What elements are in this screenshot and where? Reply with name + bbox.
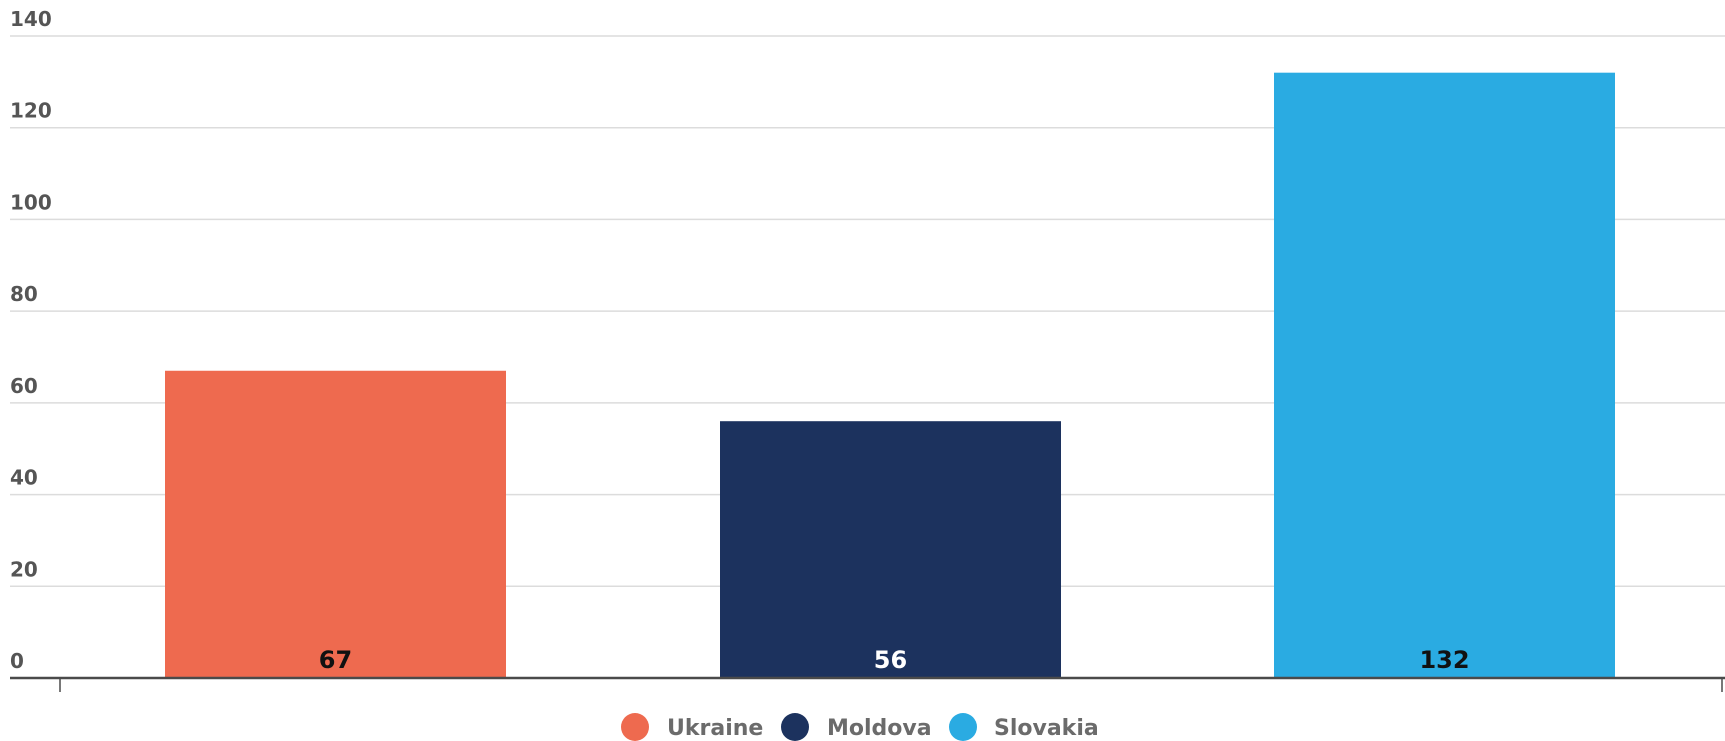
bars <box>165 72 1615 678</box>
y-tick-label: 60 <box>10 374 38 398</box>
y-tick-label: 0 <box>10 649 24 673</box>
y-tick-label: 80 <box>10 282 38 306</box>
bar-ukraine <box>165 370 506 678</box>
bar-slovakia <box>1274 72 1615 678</box>
legend-label: Moldova <box>827 716 932 741</box>
legend-item-moldova[interactable]: Moldova <box>781 713 932 741</box>
bar-moldova <box>720 421 1061 678</box>
data-label-slovakia: 132 <box>1419 646 1469 674</box>
data-label-moldova: 56 <box>874 646 907 674</box>
y-tick-label: 120 <box>10 99 52 123</box>
y-tick-label: 100 <box>10 190 52 214</box>
y-axis-tick-labels: 0 20 40 60 80 100 120 140 <box>10 7 52 673</box>
y-tick-label: 20 <box>10 557 38 581</box>
legend-label: Slovakia <box>994 716 1099 741</box>
legend-swatch <box>949 713 977 741</box>
legend-item-ukraine[interactable]: Ukraine <box>621 713 763 741</box>
y-tick-label: 40 <box>10 466 38 490</box>
legend-swatch <box>621 713 649 741</box>
data-label-ukraine: 67 <box>319 646 352 674</box>
legend: Ukraine Moldova Slovakia <box>621 713 1099 741</box>
legend-label: Ukraine <box>667 716 763 741</box>
x-axis <box>10 676 1725 692</box>
legend-item-slovakia[interactable]: Slovakia <box>949 713 1099 741</box>
y-tick-label: 140 <box>10 7 52 31</box>
legend-swatch <box>781 713 809 741</box>
data-labels: 67 56 132 <box>319 646 1470 674</box>
